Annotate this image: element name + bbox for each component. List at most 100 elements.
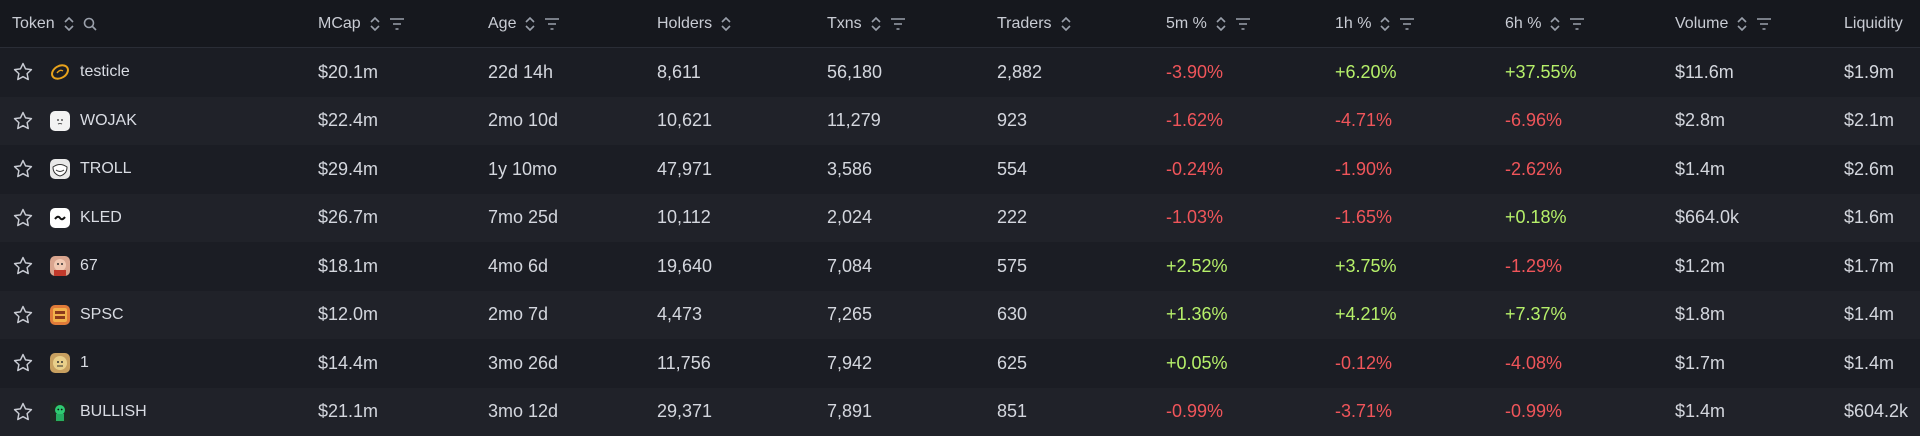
age-value: 7mo 25d xyxy=(488,194,558,243)
sort-icon[interactable] xyxy=(1215,17,1227,31)
sort-icon[interactable] xyxy=(63,17,75,31)
star-icon[interactable] xyxy=(12,194,34,243)
change-6h-value: +37.55% xyxy=(1505,48,1577,97)
star-icon[interactable] xyxy=(12,48,34,97)
change-6h-value: +7.37% xyxy=(1505,291,1567,340)
sort-icon[interactable] xyxy=(524,17,536,31)
holders-value: 10,112 xyxy=(657,194,711,243)
liquidity-value: $1.9m xyxy=(1844,48,1894,97)
token-cell[interactable]: KLED xyxy=(50,194,122,243)
traders-value: 625 xyxy=(997,339,1027,388)
sort-icon[interactable] xyxy=(369,17,381,31)
liquidity-value: $1.4m xyxy=(1844,291,1894,340)
token-name: KLED xyxy=(80,209,122,227)
sort-icon[interactable] xyxy=(1549,17,1561,31)
table-header: Token MCap Age Holders Txns Traders xyxy=(0,0,1920,48)
traders-value: 923 xyxy=(997,97,1027,146)
table-row[interactable]: WOJAK $22.4m 2mo 10d 10,621 11,279 923 -… xyxy=(0,97,1920,146)
filter-icon[interactable] xyxy=(389,18,405,30)
col-6h: 6h % xyxy=(1505,0,1585,47)
age-value: 3mo 12d xyxy=(488,388,558,436)
col-txns: Txns xyxy=(827,0,906,47)
token-cell[interactable]: SPSC xyxy=(50,291,124,340)
change-1h-value: -4.71% xyxy=(1335,97,1392,146)
bullish-logo-icon xyxy=(50,402,70,422)
filter-icon[interactable] xyxy=(1235,18,1251,30)
star-icon[interactable] xyxy=(12,97,34,146)
mcap-value: $26.7m xyxy=(318,194,378,243)
holders-value: 29,371 xyxy=(657,388,712,436)
token-name: WOJAK xyxy=(80,112,137,130)
volume-value: $1.2m xyxy=(1675,242,1725,291)
volume-value: $1.4m xyxy=(1675,145,1725,194)
table-row[interactable]: 67 $18.1m 4mo 6d 19,640 7,084 575 +2.52%… xyxy=(0,242,1920,291)
table-row[interactable]: 1 $14.4m 3mo 26d 11,756 7,942 625 +0.05%… xyxy=(0,339,1920,388)
filter-icon[interactable] xyxy=(890,18,906,30)
txns-value: 3,586 xyxy=(827,145,872,194)
col-1h-label: 1h % xyxy=(1335,15,1371,33)
mcap-value: $14.4m xyxy=(318,339,378,388)
sort-icon[interactable] xyxy=(720,17,732,31)
wojak-logo-icon xyxy=(50,111,70,131)
token-cell[interactable]: TROLL xyxy=(50,145,132,194)
star-icon[interactable] xyxy=(12,145,34,194)
star-icon[interactable] xyxy=(12,291,34,340)
token-cell[interactable]: testicle xyxy=(50,48,130,97)
change-5m-value: +1.36% xyxy=(1166,291,1228,340)
sort-icon[interactable] xyxy=(1379,17,1391,31)
txns-value: 11,279 xyxy=(827,97,881,146)
col-age-label: Age xyxy=(488,15,516,33)
volume-value: $1.7m xyxy=(1675,339,1725,388)
col-txns-label: Txns xyxy=(827,15,862,33)
star-icon[interactable] xyxy=(12,242,34,291)
filter-icon[interactable] xyxy=(1756,18,1772,30)
search-icon[interactable] xyxy=(83,17,97,31)
token-cell[interactable]: BULLISH xyxy=(50,388,147,436)
age-value: 2mo 7d xyxy=(488,291,548,340)
col-mcap-label: MCap xyxy=(318,15,361,33)
txns-value: 7,891 xyxy=(827,388,872,436)
holders-value: 11,756 xyxy=(657,339,711,388)
traders-value: 575 xyxy=(997,242,1027,291)
one-logo-icon xyxy=(50,353,70,373)
table-row[interactable]: BULLISH $21.1m 3mo 12d 29,371 7,891 851 … xyxy=(0,388,1920,436)
sort-icon[interactable] xyxy=(870,17,882,31)
change-5m-value: -1.62% xyxy=(1166,97,1223,146)
change-5m-value: -0.24% xyxy=(1166,145,1223,194)
table-row[interactable]: KLED $26.7m 7mo 25d 10,112 2,024 222 -1.… xyxy=(0,194,1920,243)
traders-value: 851 xyxy=(997,388,1027,436)
age-value: 2mo 10d xyxy=(488,97,558,146)
sort-icon[interactable] xyxy=(1736,17,1748,31)
liquidity-value: $1.4m xyxy=(1844,339,1894,388)
col-6h-label: 6h % xyxy=(1505,15,1541,33)
kled-logo-icon xyxy=(50,208,70,228)
token-cell[interactable]: 67 xyxy=(50,242,98,291)
change-5m-value: -3.90% xyxy=(1166,48,1223,97)
token-cell[interactable]: WOJAK xyxy=(50,97,137,146)
col-volume: Volume xyxy=(1675,0,1772,47)
spsc-logo-icon xyxy=(50,305,70,325)
col-token-label: Token xyxy=(12,15,55,33)
table-row[interactable]: TROLL $29.4m 1y 10mo 47,971 3,586 554 -0… xyxy=(0,145,1920,194)
volume-value: $1.4m xyxy=(1675,388,1725,436)
change-5m-value: -0.99% xyxy=(1166,388,1223,436)
sort-icon[interactable] xyxy=(1060,17,1072,31)
table-row[interactable]: SPSC $12.0m 2mo 7d 4,473 7,265 630 +1.36… xyxy=(0,291,1920,340)
star-icon[interactable] xyxy=(12,388,34,436)
change-6h-value: -0.99% xyxy=(1505,388,1562,436)
holders-value: 19,640 xyxy=(657,242,712,291)
token-name: TROLL xyxy=(80,160,132,178)
star-icon[interactable] xyxy=(12,339,34,388)
col-holders-label: Holders xyxy=(657,15,712,33)
txns-value: 7,265 xyxy=(827,291,872,340)
filter-icon[interactable] xyxy=(1569,18,1585,30)
filter-icon[interactable] xyxy=(544,18,560,30)
table-row[interactable]: testicle $20.1m 22d 14h 8,611 56,180 2,8… xyxy=(0,48,1920,97)
token-cell[interactable]: 1 xyxy=(50,339,89,388)
traders-value: 2,882 xyxy=(997,48,1042,97)
filter-icon[interactable] xyxy=(1399,18,1415,30)
col-mcap: MCap xyxy=(318,0,405,47)
volume-value: $11.6m xyxy=(1675,48,1734,97)
change-6h-value: +0.18% xyxy=(1505,194,1567,243)
